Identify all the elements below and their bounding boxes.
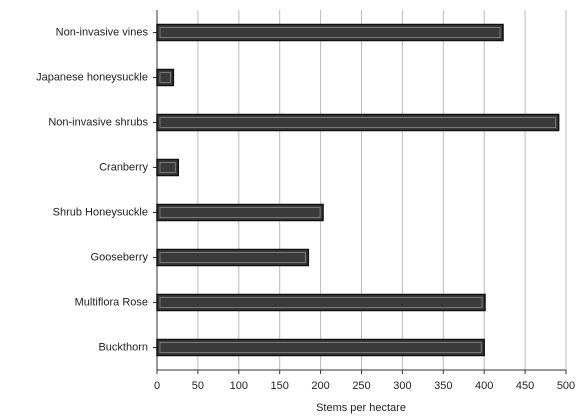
bar: [156, 248, 310, 267]
x-tick-label: 100: [230, 380, 248, 392]
x-tick-label: 450: [516, 380, 534, 392]
x-axis-title: Stems per hectare: [316, 402, 406, 414]
bar: [156, 338, 485, 357]
x-tick-label: 50: [192, 380, 204, 392]
bar: [156, 158, 180, 177]
y-tick-label: Cranberry: [99, 161, 148, 173]
bar-highlight: [159, 207, 321, 218]
y-tick-label: Shrub Honeysuckle: [53, 206, 148, 218]
bar-highlight: [159, 117, 557, 128]
x-tick-label: 500: [557, 380, 575, 392]
bar-highlight: [159, 162, 176, 173]
x-tick-label: 0: [154, 380, 160, 392]
bar: [156, 113, 560, 132]
x-tick-label: 250: [352, 380, 370, 392]
bar-highlight: [159, 72, 171, 83]
bar-highlight: [159, 27, 501, 38]
bar: [156, 23, 504, 42]
bar: [156, 68, 175, 87]
x-tick-label: 300: [393, 380, 411, 392]
x-tick-label: 200: [311, 380, 329, 392]
bar: [156, 293, 486, 312]
y-tick-label: Non-invasive vines: [56, 26, 149, 38]
x-tick-label: 400: [475, 380, 493, 392]
y-tick-label: Multiflora Rose: [75, 296, 148, 308]
bar-highlight: [159, 342, 482, 353]
y-tick-label: Gooseberry: [91, 251, 149, 263]
x-tick-label: 350: [434, 380, 452, 392]
y-tick-label: Japanese honeysuckle: [36, 71, 148, 83]
y-tick-label: Buckthorn: [98, 341, 148, 353]
bar-highlight: [159, 297, 483, 308]
x-tick-label: 150: [271, 380, 289, 392]
bar-highlight: [159, 252, 306, 263]
y-tick-label: Non-invasive shrubs: [48, 116, 148, 128]
bar: [156, 203, 324, 222]
